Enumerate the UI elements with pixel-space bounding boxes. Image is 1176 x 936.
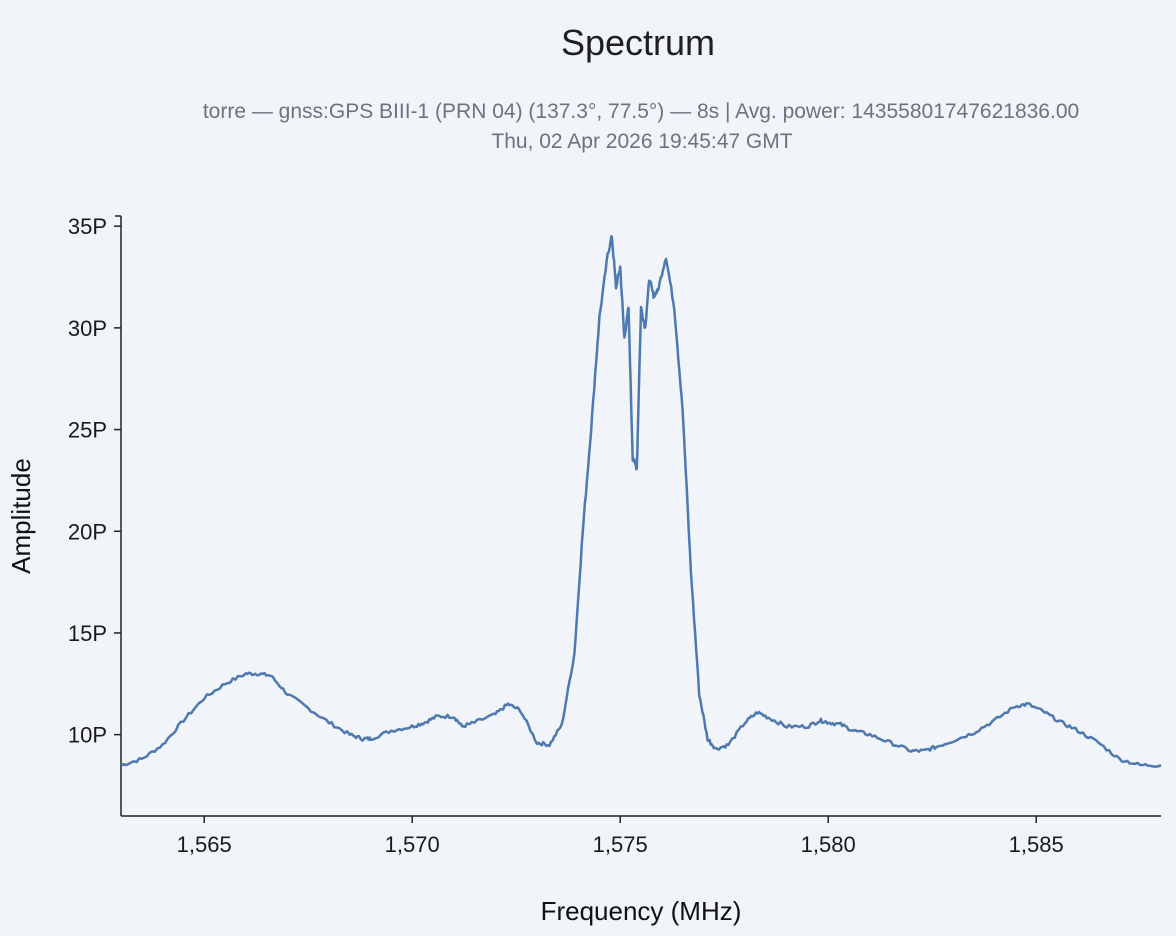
x-tick-label: 1,570 xyxy=(385,832,440,857)
chart-subtitle-timestamp: Thu, 02 Apr 2026 19:45:47 GMT xyxy=(491,130,793,153)
x-tick-label: 1,585 xyxy=(1009,832,1064,857)
x-tick-label: 1,580 xyxy=(801,832,856,857)
y-tick-label: 35P xyxy=(68,214,107,239)
y-tick-label: 15P xyxy=(68,621,107,646)
chart-title: Spectrum xyxy=(560,22,716,63)
y-axis-title: Amplitude xyxy=(6,458,36,574)
axes-group: 10P 15P 20P 25P 30P 35P 1,565 1,570 1,575 1,580 1,… xyxy=(68,214,1161,857)
y-tick-label: 10P xyxy=(68,723,107,748)
y-tick-label: 25P xyxy=(68,418,107,443)
chart-subtitle-meta: torre — gnss:GPS BIII-1 (PRN 04) (137.3°… xyxy=(202,100,1080,123)
x-tick-label: 1,575 xyxy=(593,832,648,857)
y-tick-label: 20P xyxy=(68,519,107,544)
x-tick-label: 1,565 xyxy=(177,832,232,857)
spectrum-series-line xyxy=(120,235,1162,768)
y-tick-label: 30P xyxy=(68,316,107,341)
x-axis-title: Frequency (MHz) xyxy=(541,896,742,926)
